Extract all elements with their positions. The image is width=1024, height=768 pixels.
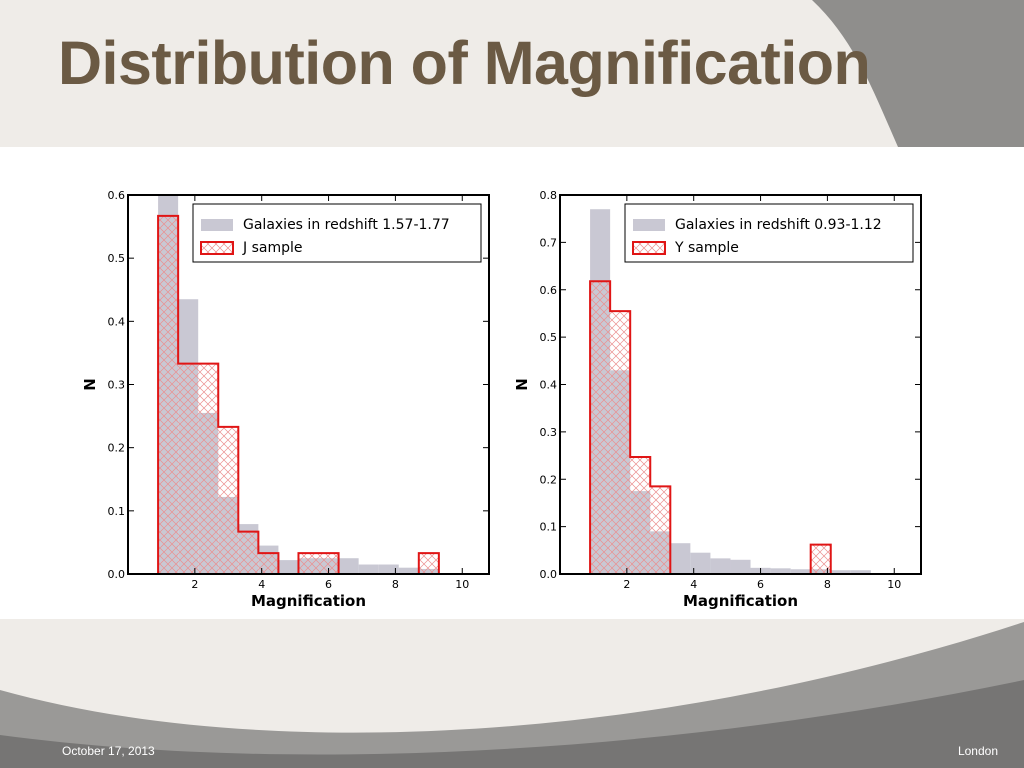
galaxies-bar bbox=[338, 558, 359, 574]
legend-box bbox=[624, 203, 914, 263]
legend-swatch-sample bbox=[632, 241, 666, 255]
galaxies-bar bbox=[398, 567, 419, 574]
x-tick-label: 10 bbox=[455, 578, 469, 591]
x-tick-label: 2 bbox=[623, 578, 630, 591]
x-axis-label: Magnification bbox=[251, 592, 366, 610]
sample-bar bbox=[158, 215, 179, 574]
sample-bar bbox=[650, 486, 671, 574]
y-tick-label: 0.4 bbox=[108, 315, 126, 328]
y-tick-label: 0.7 bbox=[540, 236, 558, 249]
footer-date: October 17, 2013 bbox=[62, 744, 155, 758]
sample-step-outline bbox=[157, 214, 280, 574]
galaxies-bar bbox=[278, 560, 299, 574]
sample-bar bbox=[218, 426, 239, 574]
sample-bar bbox=[630, 456, 651, 574]
x-tick-label: 8 bbox=[824, 578, 831, 591]
galaxies-bar bbox=[378, 564, 399, 574]
footer-swoosh-dark bbox=[0, 680, 1024, 768]
y-tick-label: 0.8 bbox=[540, 189, 558, 202]
chart-y-sample: 0.0 0.1 0.2 0.3 0.4 0.5 0.6 0.7 0.8 2 4 6 8 10 Magnifi… bbox=[513, 189, 922, 610]
sample-bar bbox=[590, 281, 611, 574]
galaxies-bar bbox=[710, 558, 731, 574]
x-tick-label: 6 bbox=[757, 578, 764, 591]
galaxies-bar bbox=[730, 559, 751, 574]
legend-box bbox=[192, 203, 482, 263]
x-tick-label: 10 bbox=[887, 578, 901, 591]
sample-step-outline bbox=[589, 280, 672, 574]
legend: Galaxies in redshift 1.57-1.77 J sample bbox=[192, 203, 482, 263]
sample-bar bbox=[198, 363, 219, 574]
y-tick-label: 0.1 bbox=[540, 521, 558, 534]
x-tick-label: 4 bbox=[258, 578, 265, 591]
legend: Galaxies in redshift 0.93-1.12 Y sample bbox=[624, 203, 914, 263]
y-tick-label: 0.0 bbox=[108, 568, 126, 581]
galaxies-bar bbox=[850, 570, 871, 574]
y-tick-label: 0.1 bbox=[108, 505, 126, 518]
legend-swatch-sample bbox=[200, 241, 234, 255]
legend-swatch-galaxies bbox=[633, 219, 665, 231]
y-axis-label: N bbox=[81, 378, 99, 391]
slide-title: Distribution of Magnification bbox=[58, 29, 871, 97]
x-axis-label: Magnification bbox=[683, 592, 798, 610]
galaxies-bar bbox=[790, 569, 811, 574]
galaxies-bar bbox=[358, 564, 379, 574]
footer-location: London bbox=[957, 744, 998, 758]
y-tick-label: 0.0 bbox=[540, 568, 558, 581]
sample-bar bbox=[810, 544, 831, 574]
sample-step-outline bbox=[417, 552, 440, 574]
y-tick-label: 0.2 bbox=[108, 442, 126, 455]
y-tick-label: 0.5 bbox=[108, 252, 126, 265]
y-tick-label: 0.3 bbox=[108, 379, 126, 392]
galaxies-bar bbox=[690, 552, 711, 574]
y-tick-label: 0.6 bbox=[108, 189, 126, 202]
galaxies-bar bbox=[670, 543, 691, 574]
legend-label-galaxies: Galaxies in redshift 1.57-1.77 bbox=[243, 217, 450, 233]
y-axis-label: N bbox=[513, 378, 531, 391]
galaxies-bar bbox=[770, 568, 791, 574]
x-tick-label: 6 bbox=[325, 578, 332, 591]
y-tick-label: 0.6 bbox=[540, 284, 558, 297]
sample-step-outline bbox=[297, 552, 340, 574]
sample-bar bbox=[610, 311, 631, 574]
legend-swatch-galaxies bbox=[201, 219, 233, 231]
legend-label-sample: Y sample bbox=[674, 240, 739, 256]
sample-bar bbox=[258, 553, 279, 574]
plot-area bbox=[589, 209, 871, 574]
plot-area bbox=[157, 195, 440, 574]
y-tick-label: 0.5 bbox=[540, 331, 558, 344]
legend-label-sample: J sample bbox=[242, 240, 302, 256]
sample-bar bbox=[318, 553, 339, 574]
x-tick-label: 4 bbox=[690, 578, 697, 591]
chart-j-sample: 0.0 0.1 0.2 0.3 0.4 0.5 0.6 2 4 6 8 10 Magnification… bbox=[81, 189, 490, 610]
sample-bar bbox=[178, 363, 199, 574]
x-tick-label: 2 bbox=[191, 578, 198, 591]
x-tick-label: 8 bbox=[392, 578, 399, 591]
sample-bar bbox=[298, 553, 319, 574]
y-tick-label: 0.4 bbox=[540, 379, 558, 392]
y-tick-label: 0.3 bbox=[540, 426, 558, 439]
sample-bar bbox=[238, 531, 259, 574]
galaxies-bar bbox=[830, 570, 851, 574]
legend-label-galaxies: Galaxies in redshift 0.93-1.12 bbox=[675, 217, 882, 233]
sample-bar bbox=[418, 553, 439, 574]
y-tick-label: 0.2 bbox=[540, 473, 558, 486]
header-swoosh bbox=[812, 0, 1024, 147]
sample-step-outline bbox=[809, 543, 832, 574]
